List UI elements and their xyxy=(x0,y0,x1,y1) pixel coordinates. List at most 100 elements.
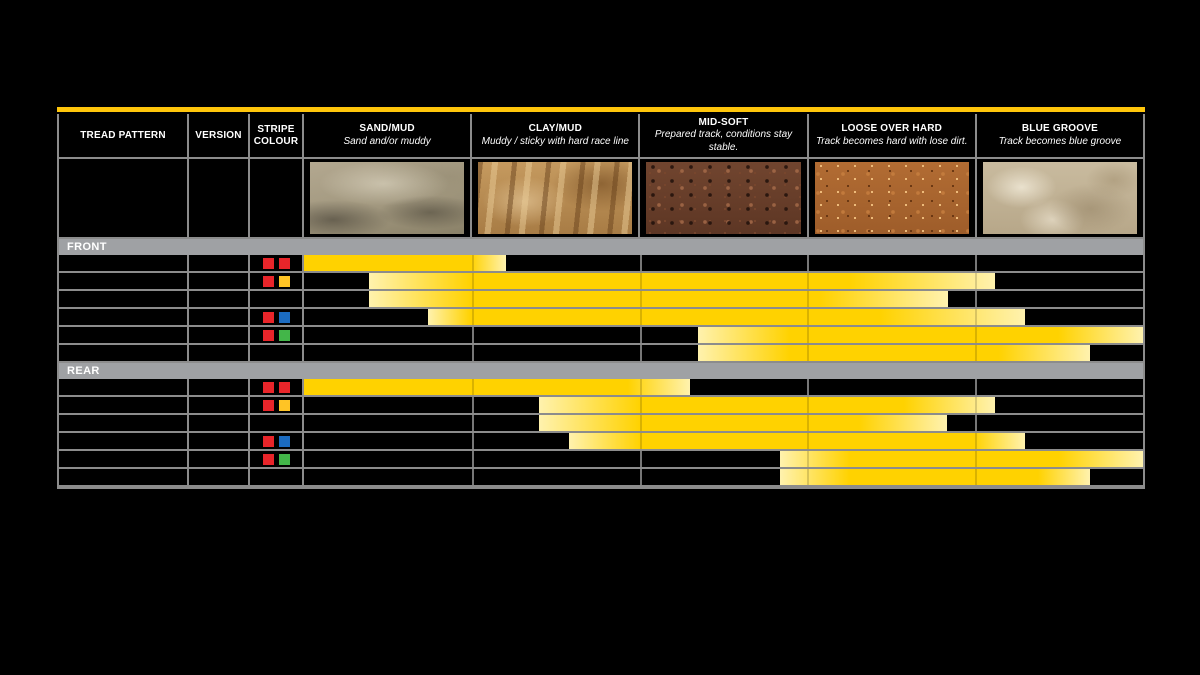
suitability-bar xyxy=(698,345,1091,361)
suitability-track xyxy=(304,255,1143,271)
column-gridline-overlay xyxy=(807,397,810,413)
column-gridline xyxy=(975,379,978,395)
column-gridline-overlay xyxy=(807,415,810,431)
stripe-swatch-blue xyxy=(278,435,290,447)
column-gridline-overlay xyxy=(975,327,978,343)
stripe-swatch-yellow xyxy=(278,275,290,287)
column-gridline xyxy=(807,255,810,271)
table-row xyxy=(59,273,1143,291)
suitability-bar xyxy=(304,379,690,395)
column-gridline-overlay xyxy=(639,397,642,413)
column-gridline-overlay xyxy=(639,291,642,307)
column-gridline-overlay xyxy=(639,451,642,467)
stripe-colour-cell xyxy=(250,291,304,307)
accent-bar xyxy=(57,107,1145,112)
stripe-swatch-red xyxy=(262,329,274,341)
tread-pattern-cell xyxy=(59,469,189,485)
suitability-bar xyxy=(428,309,1025,325)
column-gridline-overlay xyxy=(639,345,642,361)
version-cell xyxy=(189,309,250,325)
stripe-colour-cell xyxy=(250,379,304,395)
version-cell xyxy=(189,345,250,361)
sand-terrain-photo xyxy=(310,162,465,234)
column-subtitle: Muddy / sticky with hard race line xyxy=(481,135,629,147)
suitability-bar xyxy=(304,255,507,271)
stripe-colour-cell xyxy=(250,273,304,289)
column-gridline-overlay xyxy=(471,397,474,413)
column-gridline-overlay xyxy=(975,291,978,307)
version-cell xyxy=(189,433,250,449)
column-gridline-overlay xyxy=(807,379,810,395)
column-gridline-overlay xyxy=(807,291,810,307)
stripe-swatch-red xyxy=(262,275,274,287)
column-title: STRIPE COLOUR xyxy=(253,124,299,147)
suitability-track xyxy=(304,379,1143,395)
column-subtitle: Track becomes hard with lose dirt. xyxy=(815,135,968,147)
stripe-colour-cell xyxy=(250,415,304,431)
table-row xyxy=(59,309,1143,327)
suitability-track xyxy=(304,469,1143,485)
column-gridline xyxy=(471,327,474,343)
suitability-bar xyxy=(569,433,1025,449)
column-title: LOOSE OVER HARD xyxy=(841,123,943,134)
stripe-swatch-red xyxy=(262,453,274,465)
column-gridline-overlay xyxy=(807,309,810,325)
suitability-track xyxy=(304,327,1143,343)
section-label: FRONT xyxy=(67,241,107,253)
table-row xyxy=(59,397,1143,415)
stripe-swatch-red xyxy=(262,399,274,411)
column-gridline-overlay xyxy=(807,469,810,485)
table-row xyxy=(59,469,1143,487)
header-clay-mud: CLAY/MUD Muddy / sticky with hard race l… xyxy=(472,114,641,157)
stripe-swatch-red xyxy=(262,435,274,447)
header-mid-soft: MID-SOFT Prepared track, conditions stay… xyxy=(640,114,809,157)
header-stripe-colour: STRIPE COLOUR xyxy=(250,114,304,157)
version-cell xyxy=(189,379,250,395)
suitability-bar xyxy=(368,291,948,307)
suitability-track xyxy=(304,451,1143,467)
suitability-track xyxy=(304,345,1143,361)
column-gridline-overlay xyxy=(807,327,810,343)
column-gridline-overlay xyxy=(975,273,978,289)
tread-pattern-cell xyxy=(59,273,189,289)
stripe-colour-cell xyxy=(250,255,304,271)
tread-pattern-cell xyxy=(59,255,189,271)
version-cell xyxy=(189,255,250,271)
version-cell xyxy=(189,327,250,343)
column-gridline-overlay xyxy=(471,273,474,289)
column-gridline xyxy=(639,345,642,361)
stripe-swatch-green xyxy=(278,453,290,465)
stripe-swatch-red xyxy=(262,257,274,269)
column-title: CLAY/MUD xyxy=(528,123,583,134)
suitability-bar xyxy=(698,327,1143,343)
table-row xyxy=(59,291,1143,309)
suitability-bar xyxy=(368,273,996,289)
tread-pattern-cell xyxy=(59,451,189,467)
column-gridline xyxy=(639,327,642,343)
bluegroove-terrain-photo xyxy=(982,162,1138,234)
column-gridline-overlay xyxy=(471,291,474,307)
tread-pattern-cell xyxy=(59,379,189,395)
column-gridline-overlay xyxy=(471,379,474,395)
column-gridline-overlay xyxy=(975,451,978,467)
column-gridline xyxy=(639,451,642,467)
suitability-bar xyxy=(779,451,1143,467)
column-gridline-overlay xyxy=(471,415,474,431)
column-subtitle: Sand and/or muddy xyxy=(343,135,431,147)
column-gridline-overlay xyxy=(975,469,978,485)
stripe-colour-cell xyxy=(250,433,304,449)
table-body: FRONT REAR xyxy=(59,239,1143,487)
column-title: MID-SOFT xyxy=(698,116,749,128)
column-gridline xyxy=(471,469,474,485)
table-row xyxy=(59,451,1143,469)
empty-cell xyxy=(189,159,250,237)
stripe-swatch-red xyxy=(278,381,290,393)
table-row xyxy=(59,415,1143,433)
column-gridline xyxy=(639,255,642,271)
column-gridline-overlay xyxy=(975,379,978,395)
clay-terrain-photo-cell xyxy=(472,159,641,237)
clay-terrain-photo xyxy=(478,162,633,234)
empty-cell xyxy=(250,159,304,237)
stripe-swatch-yellow xyxy=(278,399,290,411)
